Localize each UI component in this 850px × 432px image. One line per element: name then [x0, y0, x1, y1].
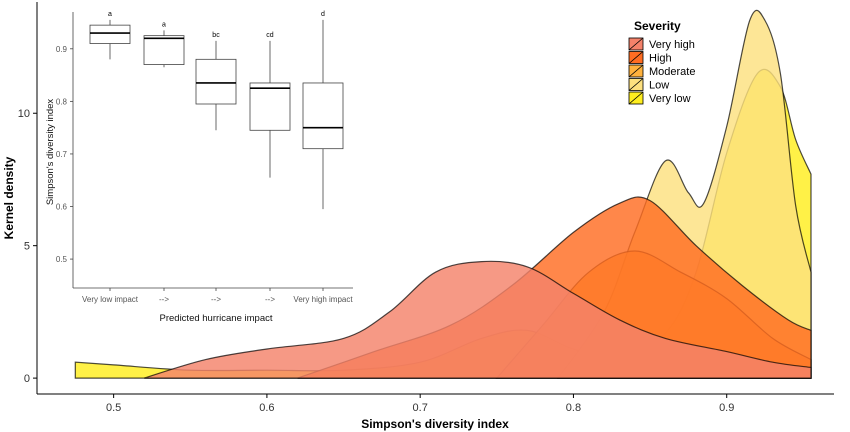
box-iqr: [195, 58, 237, 105]
inset-x-tick-label: -->: [211, 295, 221, 304]
inset-y-tick-label: 0.6: [56, 203, 68, 212]
significance-letter: a: [162, 21, 166, 28]
inset-box-5: d: [302, 11, 344, 210]
inset-x-tick-label: Very high impact: [293, 295, 353, 304]
legend-swatch-line: [628, 78, 644, 91]
x-axis-title: Simpson's diversity index: [361, 417, 509, 431]
inset-y-tick-label: 0.8: [56, 97, 68, 106]
legend-item-high: High: [628, 51, 672, 65]
significance-letter: d: [321, 11, 325, 18]
inset-y-tick-label: 0.5: [56, 255, 68, 264]
inset-y-axis-title: Simpson's diversity index: [45, 99, 56, 206]
inset-box-3: bc: [195, 32, 237, 131]
legend-label: Very high: [649, 39, 695, 51]
inset-x-axis-title: Predicted hurricane impact: [160, 313, 273, 324]
inset-box-1: a: [89, 11, 131, 60]
inset-y-tick-group: 0.5 0.6 0.7 0.8 0.9: [56, 45, 73, 264]
inset-boxplot: a a bc cd d 0.5 0.6 0.7 0.8 0.9 Very low impact -…: [44, 6, 362, 328]
x-tick-label: 0.8: [566, 402, 581, 414]
y-tick-label: 5: [24, 241, 30, 253]
inset-y-tick-label: 0.7: [56, 150, 68, 159]
significance-letter: a: [108, 11, 112, 18]
legend-title: Severity: [634, 19, 681, 33]
legend-item-very-high: Very high: [628, 37, 695, 51]
inset-x-tick-label: Very low impact: [82, 295, 139, 304]
legend-swatch-line: [628, 64, 644, 78]
inset-y-tick-label: 0.9: [56, 45, 68, 54]
box-iqr: [143, 35, 185, 65]
inset-box-2: a: [143, 21, 185, 68]
y-tick-label: 10: [18, 108, 30, 120]
legend-label: Very low: [649, 93, 691, 105]
legend-label: Low: [649, 80, 669, 92]
x-tick-label: 0.5: [106, 402, 121, 414]
inset-x-tick-label: -->: [265, 295, 275, 304]
x-tick-group: 0.5 0.6 0.7 0.8 0.9: [106, 394, 734, 414]
legend-item-low: Low: [628, 78, 669, 92]
inset-box-group: a a bc cd d: [89, 11, 344, 210]
inset-box-4: cd: [249, 32, 291, 178]
x-tick-label: 0.7: [413, 402, 428, 414]
legend-label: Moderate: [649, 66, 695, 78]
legend-item-very-low: Very low: [628, 91, 691, 105]
box-iqr: [89, 24, 131, 44]
box-iqr: [249, 82, 291, 131]
y-tick-label: 0: [24, 373, 30, 385]
significance-letter: bc: [212, 32, 220, 39]
legend-swatch-line: [628, 37, 644, 51]
density-very-high: [144, 260, 812, 379]
inset-background: [44, 6, 362, 328]
density-areas: [74, 9, 812, 379]
y-tick-group: 0 5 10: [18, 108, 37, 385]
significance-letter: cd: [266, 32, 274, 39]
inset-x-label-group: Very low impact --> --> --> Very high impact: [82, 288, 353, 304]
box-iqr: [302, 82, 344, 150]
legend-swatch-line: [628, 51, 644, 64]
y-axis-title: Kernel density: [2, 156, 16, 239]
legend-swatch-line: [628, 91, 644, 105]
legend-label: High: [649, 53, 672, 65]
x-tick-label: 0.6: [259, 402, 274, 414]
legend-item-moderate: Moderate: [628, 64, 695, 78]
x-tick-label: 0.9: [719, 402, 734, 414]
inset-x-tick-label: -->: [159, 295, 169, 304]
